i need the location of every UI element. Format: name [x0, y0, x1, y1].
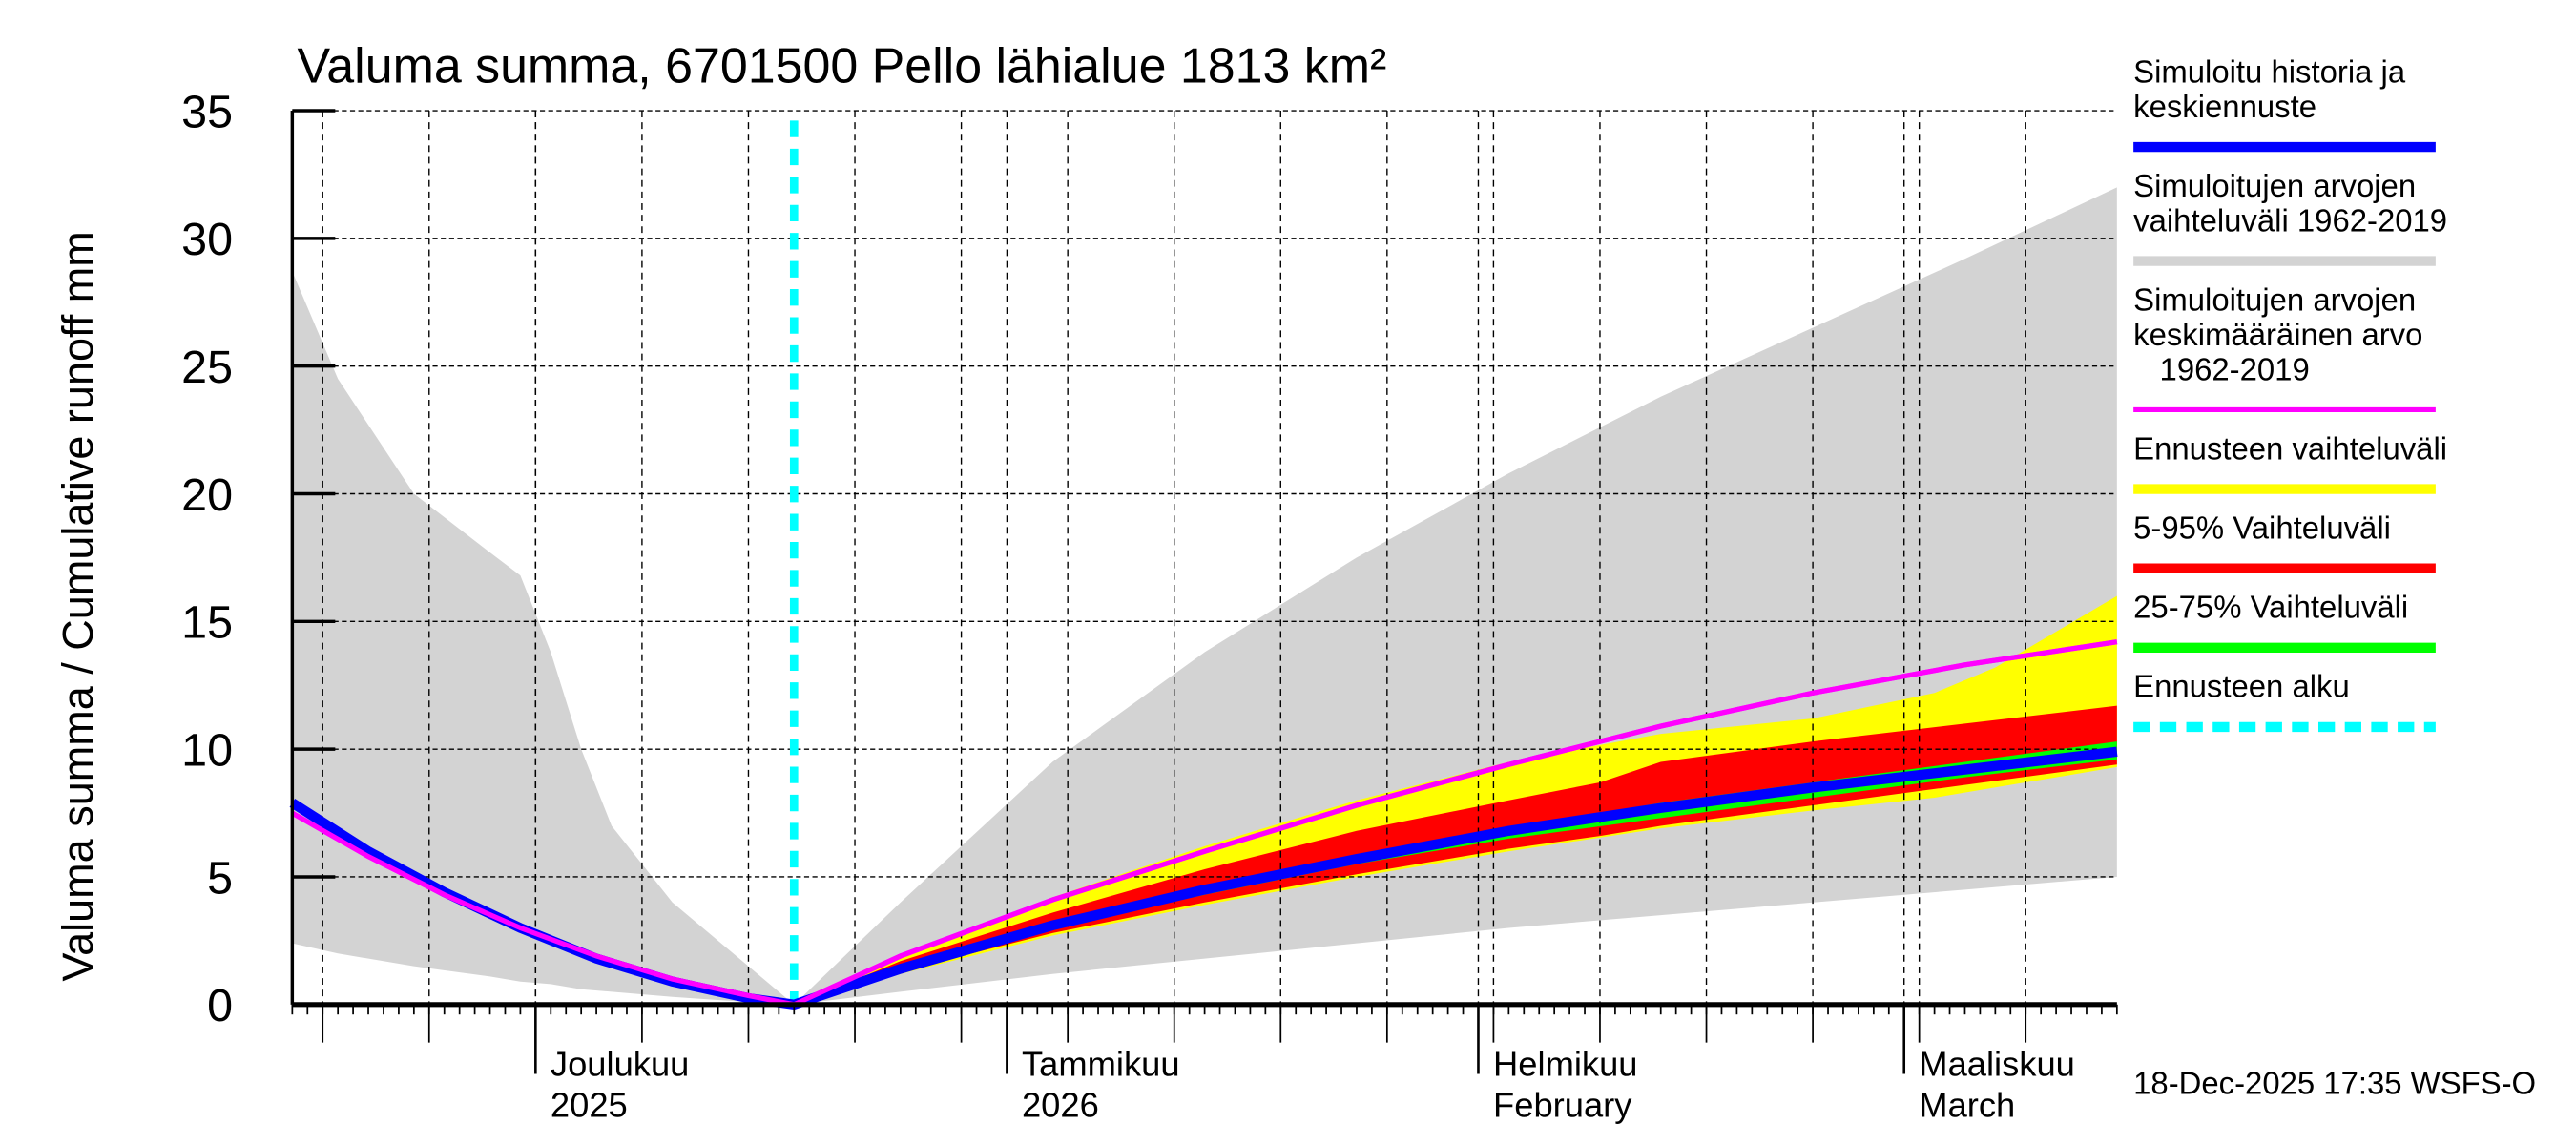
x-month-sublabel: March [1919, 1086, 2015, 1125]
legend-label: Simuloitu historia ja [2133, 54, 2406, 90]
x-month-label: Tammikuu [1022, 1044, 1180, 1083]
x-month-sublabel: February [1493, 1086, 1632, 1125]
x-month-sublabel: 2025 [551, 1086, 628, 1125]
legend-label: 1962-2019 [2133, 351, 2310, 386]
x-month-sublabel: 2026 [1022, 1086, 1099, 1125]
legend-label: 25-75% Vaihteluväli [2133, 590, 2408, 625]
y-tick-label: 25 [181, 342, 233, 393]
legend-label: keskiennuste [2133, 89, 2316, 124]
bands-layer [292, 187, 2117, 1005]
timestamp: 18-Dec-2025 17:35 WSFS-O [2133, 1065, 2536, 1100]
y-tick-label: 5 [207, 852, 233, 904]
y-tick-label: 35 [181, 86, 233, 137]
legend-label: Simuloitujen arvojen [2133, 168, 2416, 203]
legend-label: Simuloitujen arvojen [2133, 282, 2416, 318]
line-mean-overlay [291, 639, 2118, 1008]
y-tick-label: 0 [207, 980, 233, 1031]
legend-label: keskimääräinen arvo [2133, 317, 2422, 352]
lines-layer [289, 120, 2118, 1010]
axes-layer: 05101520253035Joulukuu2025Tammikuu2026He… [181, 86, 2118, 1125]
chart-title: Valuma summa, 6701500 Pello lähialue 181… [298, 39, 1387, 94]
x-month-label: Maaliskuu [1919, 1044, 2075, 1083]
y-axis-label: Valuma summa / Cumulative runoff mm [53, 231, 102, 981]
legend-label: Ennusteen vaihteluväli [2133, 430, 2447, 466]
x-month-label: Helmikuu [1493, 1044, 1637, 1083]
legend-label: Ennusteen alku [2133, 669, 2350, 704]
y-tick-label: 10 [181, 724, 233, 776]
x-month-label: Joulukuu [551, 1044, 689, 1083]
y-tick-label: 20 [181, 469, 233, 521]
y-tick-label: 15 [181, 597, 233, 649]
band-5-95-vaihteluv-li [794, 705, 2117, 1005]
legend-label: 5-95% Vaihteluväli [2133, 510, 2391, 545]
y-tick-label: 30 [181, 214, 233, 265]
legend-label: vaihteluväli 1962-2019 [2133, 202, 2447, 238]
